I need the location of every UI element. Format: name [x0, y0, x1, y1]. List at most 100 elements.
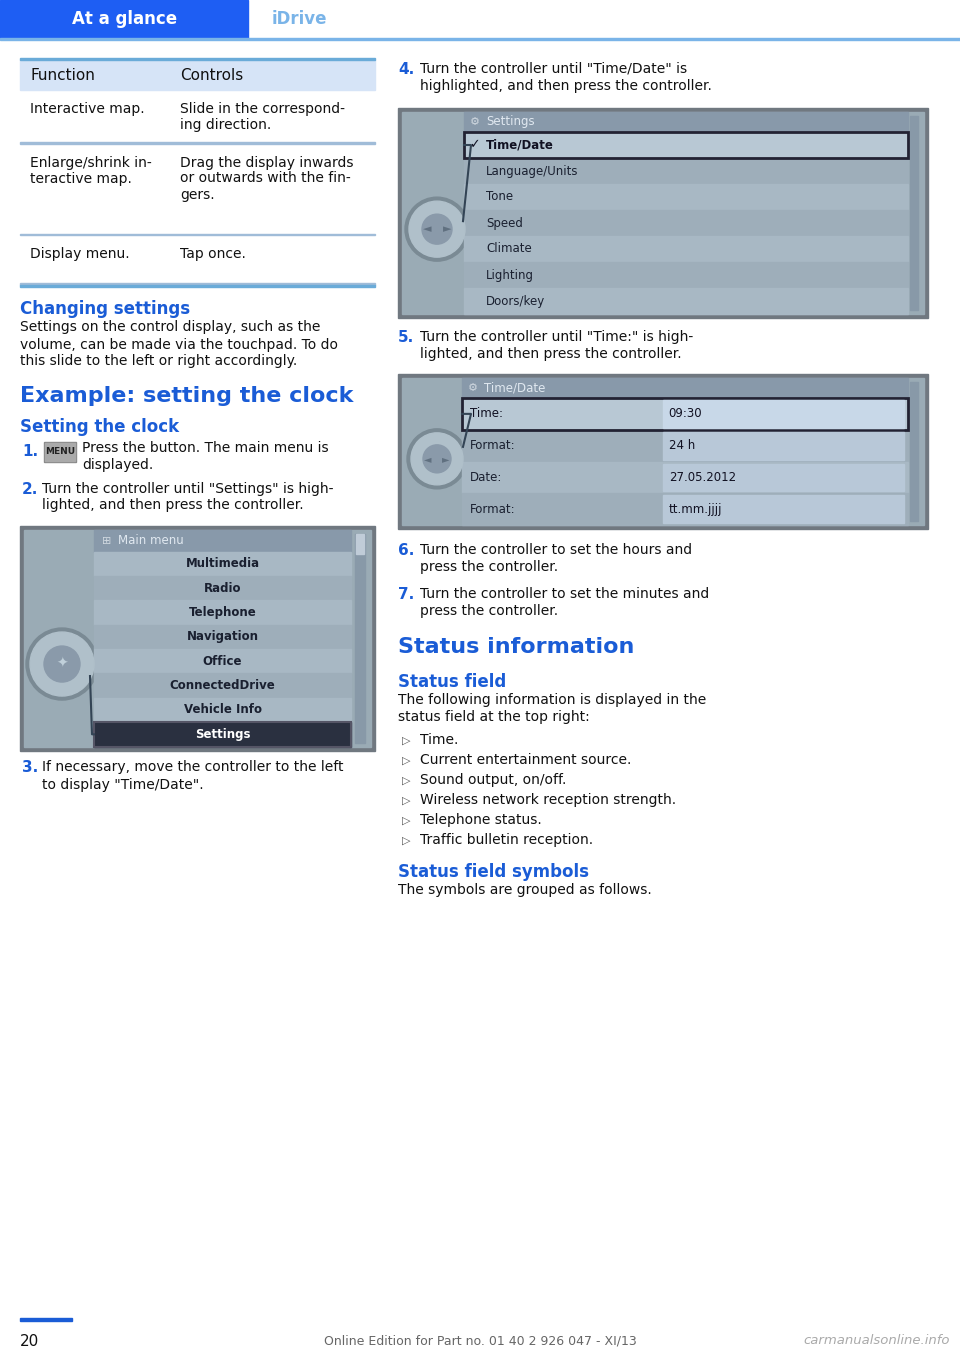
Text: Status field: Status field	[398, 673, 506, 691]
Text: Speed: Speed	[486, 217, 523, 230]
Bar	[94, 722, 351, 746]
Bar	[462, 398, 908, 430]
Text: ◄: ◄	[424, 454, 432, 464]
Text: 20: 20	[20, 1333, 39, 1348]
Text: The symbols are grouped as follows.: The symbols are grouped as follows.	[398, 883, 652, 898]
Bar	[45, 443, 75, 460]
Text: Format:: Format:	[470, 503, 516, 516]
Bar	[0, 38, 960, 39]
Text: Turn the controller to set the minutes and: Turn the controller to set the minutes a…	[420, 587, 709, 601]
Circle shape	[30, 632, 94, 696]
Text: Time:: Time:	[470, 407, 503, 421]
Text: Time/Date: Time/Date	[484, 381, 545, 395]
Text: Settings: Settings	[195, 727, 251, 741]
Text: Format:: Format:	[470, 439, 516, 452]
Text: lighted, and then press the controller.: lighted, and then press the controller.	[42, 498, 303, 512]
Bar	[20, 1318, 72, 1321]
Bar	[398, 108, 928, 317]
Text: Climate: Climate	[486, 242, 532, 256]
Text: iDrive: iDrive	[272, 10, 327, 29]
Text: press the controller.: press the controller.	[420, 603, 558, 618]
Text: Changing settings: Changing settings	[20, 301, 190, 319]
Circle shape	[423, 445, 451, 473]
Text: Wireless network reception strength.: Wireless network reception strength.	[420, 793, 676, 808]
Bar	[662, 432, 904, 459]
Bar	[402, 379, 924, 524]
Text: ▷: ▷	[402, 795, 411, 806]
Text: Tone: Tone	[486, 191, 514, 203]
Text: status field at the top right:: status field at the top right:	[398, 710, 589, 725]
Bar	[20, 236, 375, 283]
Text: Telephone: Telephone	[188, 606, 256, 618]
Text: Press the button. The main menu is: Press the button. The main menu is	[82, 441, 328, 455]
Text: Doors/key: Doors/key	[486, 294, 545, 308]
Text: 09:30: 09:30	[669, 407, 703, 421]
Bar	[44, 441, 76, 462]
Text: The following information is displayed in the: The following information is displayed i…	[398, 693, 707, 707]
Text: ✦: ✦	[57, 656, 68, 671]
Text: press the controller.: press the controller.	[420, 560, 558, 573]
Bar	[464, 210, 908, 236]
Bar	[20, 90, 375, 142]
Text: ✓: ✓	[468, 139, 479, 151]
Bar	[94, 697, 351, 722]
Text: ►: ►	[443, 225, 451, 234]
Bar	[464, 184, 908, 210]
Bar	[355, 534, 365, 742]
Text: At a glance: At a glance	[72, 10, 178, 29]
Circle shape	[409, 202, 465, 257]
Bar	[20, 285, 375, 286]
Text: displayed.: displayed.	[82, 459, 154, 473]
Bar	[398, 375, 928, 528]
Bar	[464, 236, 908, 262]
Bar	[94, 552, 351, 576]
Text: ▷: ▷	[402, 816, 411, 825]
Bar	[462, 379, 908, 398]
Text: 24 h: 24 h	[669, 439, 695, 452]
Text: ►: ►	[443, 454, 449, 464]
Text: to display "Time/Date".: to display "Time/Date".	[42, 778, 204, 791]
Text: Time/Date: Time/Date	[486, 139, 554, 151]
Bar	[20, 283, 375, 285]
Bar	[94, 625, 351, 650]
Circle shape	[422, 214, 452, 244]
Text: Slide in the correspond-: Slide in the correspond-	[180, 102, 345, 116]
Text: 27.05.2012: 27.05.2012	[669, 471, 735, 484]
Text: ▷: ▷	[402, 756, 411, 765]
Text: Multimedia: Multimedia	[185, 557, 259, 571]
Text: lighted, and then press the controller.: lighted, and then press the controller.	[420, 347, 682, 361]
Text: Tap once.: Tap once.	[180, 247, 246, 262]
Text: Turn the controller to set the hours and: Turn the controller to set the hours and	[420, 543, 692, 557]
Text: ing direction.: ing direction.	[180, 118, 272, 132]
Text: volume, can be made via the touchpad. To do: volume, can be made via the touchpad. To…	[20, 338, 338, 351]
Bar	[20, 233, 375, 236]
Text: Interactive map.: Interactive map.	[30, 102, 145, 116]
Circle shape	[411, 433, 463, 485]
Bar	[464, 287, 908, 315]
Text: Traffic bulletin reception.: Traffic bulletin reception.	[420, 834, 593, 847]
Bar	[24, 530, 371, 746]
Bar	[94, 576, 351, 601]
Text: Office: Office	[203, 655, 242, 667]
Bar	[662, 496, 904, 523]
Text: Settings on the control display, such as the: Settings on the control display, such as…	[20, 320, 321, 335]
Text: ▷: ▷	[402, 776, 411, 786]
Bar	[464, 158, 908, 184]
Bar	[462, 430, 908, 462]
Text: Setting the clock: Setting the clock	[20, 418, 180, 436]
Text: Time.: Time.	[420, 733, 458, 746]
Bar	[94, 650, 351, 673]
Bar	[20, 526, 375, 750]
Text: Radio: Radio	[204, 582, 241, 595]
Text: ⚙: ⚙	[470, 117, 480, 127]
Text: 2.: 2.	[22, 482, 38, 497]
Text: Turn the controller until "Time/Date" is: Turn the controller until "Time/Date" is	[420, 63, 687, 76]
Text: or outwards with the fin-: or outwards with the fin-	[180, 172, 350, 185]
Bar	[462, 398, 908, 430]
Text: Function: Function	[30, 68, 95, 83]
Text: 1.: 1.	[22, 444, 38, 459]
Bar	[402, 112, 924, 315]
Text: Lighting: Lighting	[486, 268, 534, 282]
Text: gers.: gers.	[180, 188, 215, 202]
Text: Navigation: Navigation	[186, 631, 258, 643]
